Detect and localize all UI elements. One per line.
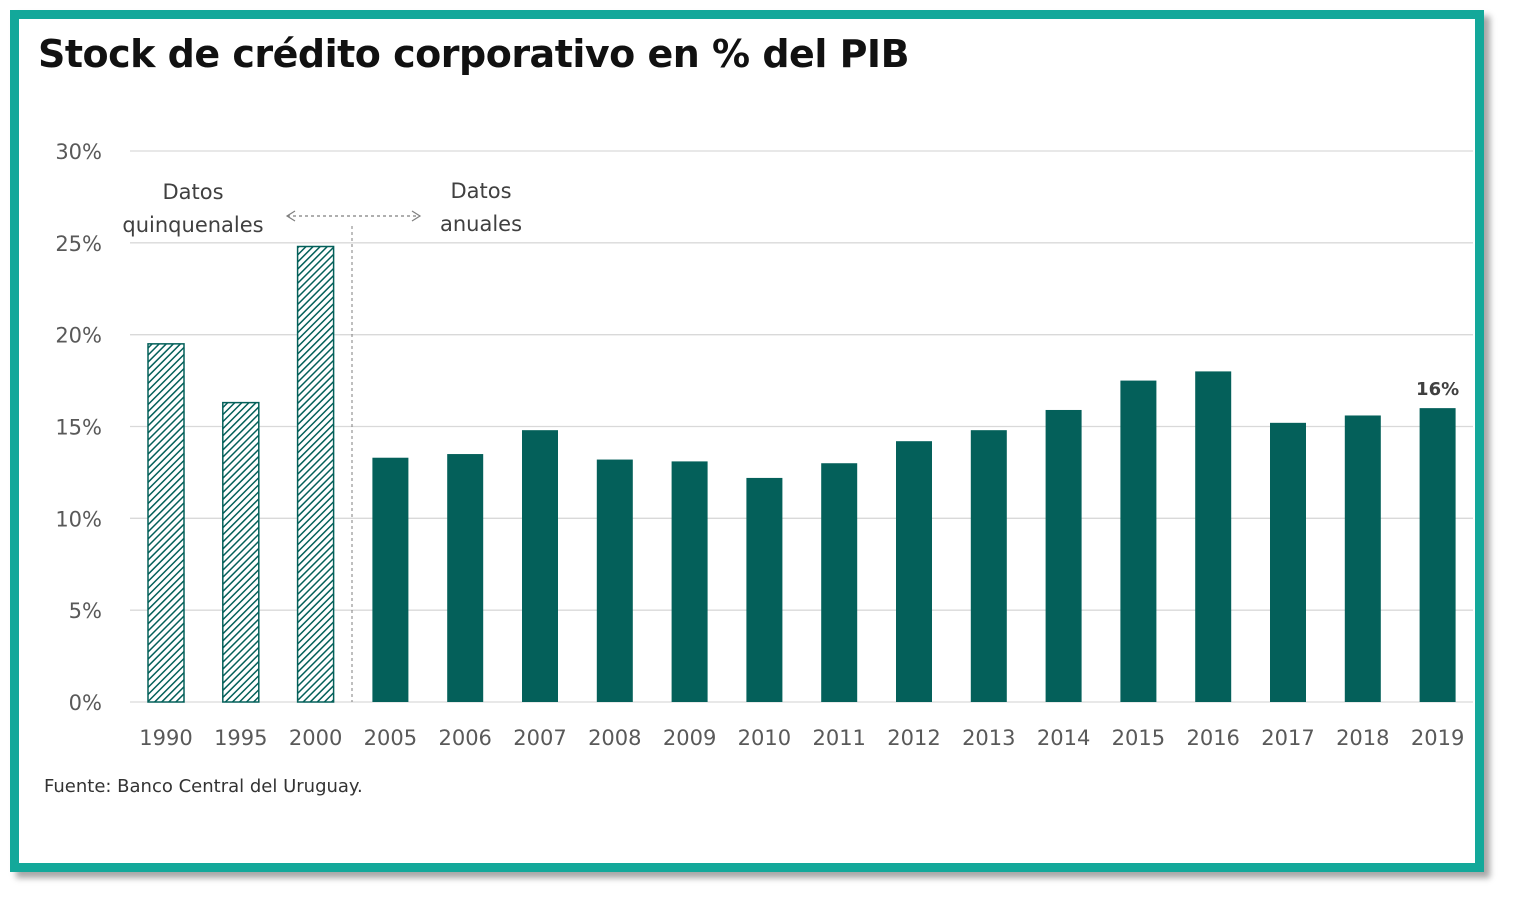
x-tick-label: 2011 [812,726,865,750]
bar-2019 [1419,408,1456,702]
data-labels: 16% [1416,379,1459,400]
x-tick-label: 2018 [1336,726,1389,750]
bar-2015 [1120,380,1157,702]
x-tick-label: 2010 [738,726,791,750]
x-tick-label: 2005 [364,726,417,750]
annual-label-line1: Datos [450,179,511,203]
bar-2011 [821,463,858,702]
x-tick-label: 2013 [962,726,1015,750]
x-tick-label: 2006 [438,726,491,750]
bar-2013 [970,430,1007,702]
x-tick-label: 2000 [289,726,342,750]
x-tick-label: 2015 [1112,726,1165,750]
bar-2018 [1344,415,1381,702]
x-tick-label: 2012 [887,726,940,750]
bar-2007 [522,430,558,702]
y-tick-label: 15% [55,416,102,440]
annual-label-line2: anuales [440,212,522,236]
x-tick-label: 2009 [663,726,716,750]
y-tick-label: 0% [69,691,102,715]
bar-2000 [296,245,335,703]
y-axis-ticks: 0% 5% 10% 15% 20% 25% 30% [55,140,102,715]
x-tick-label: 2016 [1186,726,1239,750]
y-tick-label: 5% [69,599,102,623]
quinquennial-label-line1: Datos [162,180,223,204]
x-tick-label: 2014 [1037,726,1090,750]
bar-2010 [746,477,783,702]
x-axis-ticks: 1990 1995 2000 2005 2006 2007 2008 2009 2010 2011… [139,726,1464,750]
x-tick-label: 2008 [588,726,641,750]
bar-2005 [372,457,409,702]
y-tick-label: 25% [55,232,102,256]
x-tick-label: 2017 [1261,726,1314,750]
bar-2017 [1270,422,1306,702]
bar-2016 [1195,371,1232,702]
x-tick-label: 1990 [139,726,192,750]
chart-title: Stock de crédito corporativo en % del PI… [38,32,910,76]
bars [147,245,1456,703]
data-label-2019: 16% [1416,379,1459,400]
y-tick-label: 30% [55,140,102,164]
y-tick-label: 10% [55,507,102,531]
quinquennial-label-line2: quinquenales [122,213,263,237]
y-tick-label: 20% [55,324,102,348]
x-tick-label: 2007 [513,726,566,750]
bar-1995 [222,401,260,703]
bar-2014 [1045,409,1082,702]
bar-2012 [896,441,932,702]
x-tick-label: 2019 [1411,726,1464,750]
gridlines [130,150,1473,703]
bar-2006 [447,454,484,702]
transition-arrow [285,210,422,222]
bar-2008 [596,459,633,702]
bar-1990 [147,343,185,703]
bar-2009 [671,461,708,702]
x-tick-label: 1995 [214,726,267,750]
source-note: Fuente: Banco Central del Uruguay. [44,776,363,797]
